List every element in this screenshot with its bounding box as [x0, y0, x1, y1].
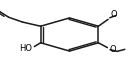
Text: O: O — [110, 45, 116, 54]
Text: HO: HO — [19, 44, 32, 53]
Text: O: O — [110, 10, 117, 19]
